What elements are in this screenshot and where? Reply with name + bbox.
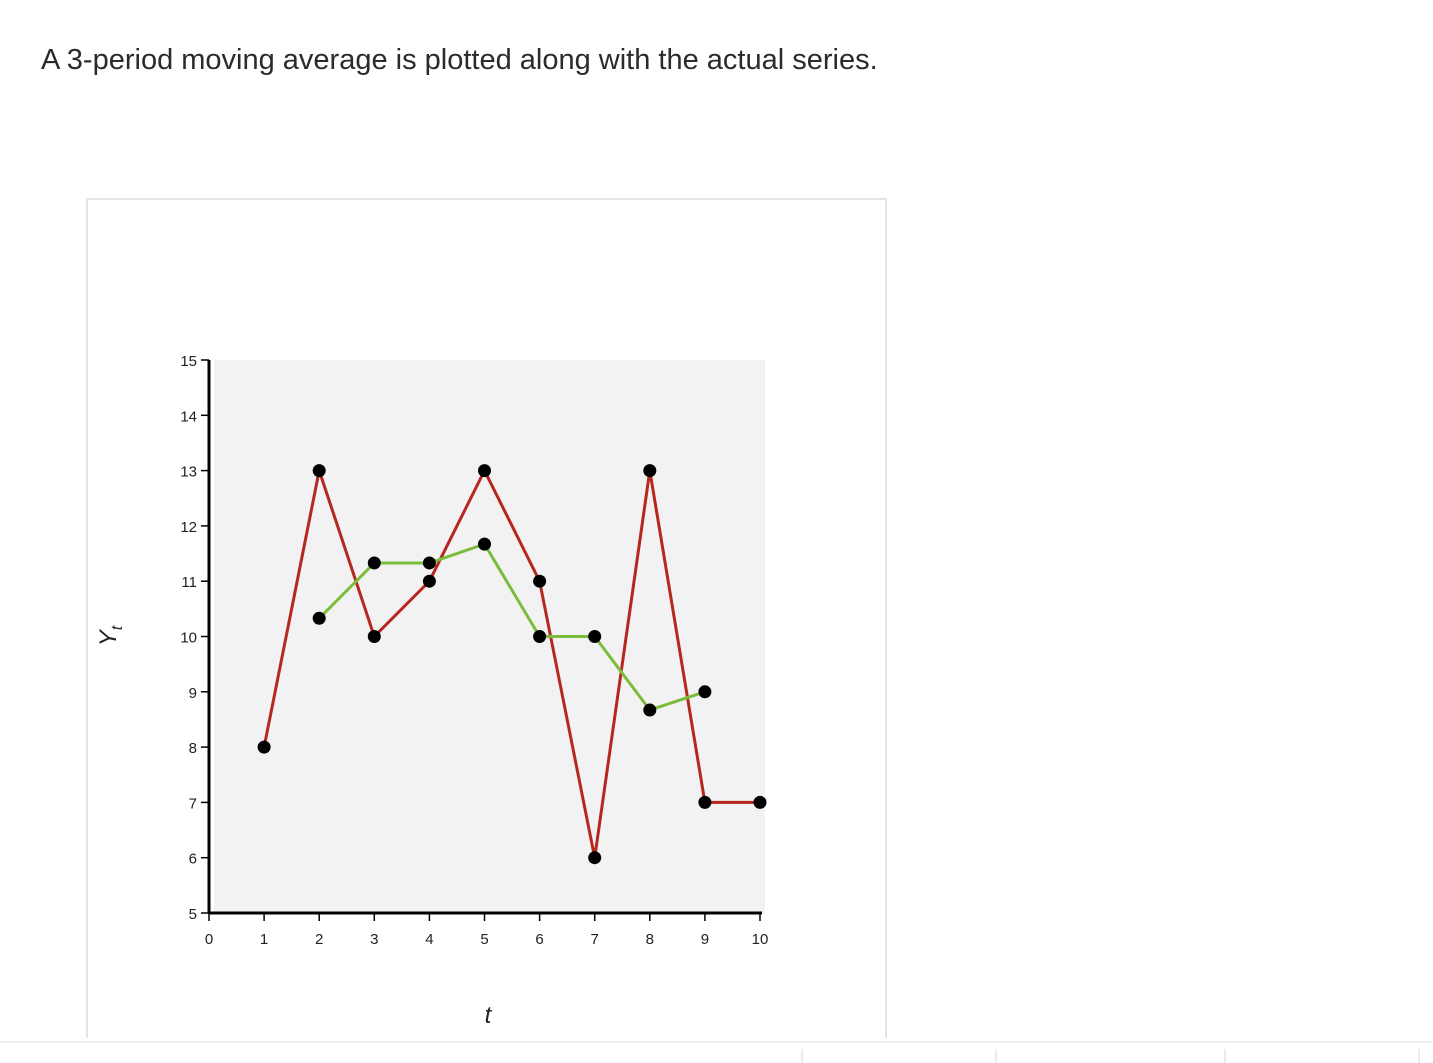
series-layer (262, 464, 760, 858)
moving_average-data-point (367, 556, 381, 570)
divider-tick (995, 1049, 997, 1063)
x-tick-label: 0 (205, 931, 213, 948)
y-tick-label: 9 (189, 685, 197, 702)
moving_average-data-point (422, 556, 436, 570)
y-axis-label: Yt (95, 625, 126, 646)
actual-data-point (533, 574, 547, 588)
y-tick-label: 12 (180, 519, 197, 536)
y-tick-label: 15 (180, 353, 197, 370)
y-tick-label: 11 (181, 574, 197, 591)
actual-data-point (643, 464, 657, 478)
bottom-divider (0, 1041, 1433, 1063)
x-tick-label: 5 (480, 931, 488, 948)
actual-data-point (257, 740, 271, 754)
actual-data-point (588, 851, 602, 865)
moving_average-data-point (588, 630, 602, 643)
y-axis-label-subscript: t (109, 625, 126, 630)
actual-data-point (478, 464, 491, 478)
point-layer (257, 464, 767, 865)
moving_average-data-point (643, 703, 657, 717)
x-tick-label: 6 (535, 931, 543, 948)
y-tick-label: 7 (189, 795, 197, 812)
divider-tick (1224, 1049, 1226, 1063)
y-tick-label: 5 (189, 906, 197, 923)
actual-data-point (422, 574, 436, 588)
moving_average-data-point (478, 537, 491, 551)
divider-tick (1418, 1049, 1420, 1063)
moving_average-data-point (698, 685, 712, 699)
actual-data-point (367, 630, 381, 643)
moving_average-series-line (318, 542, 706, 712)
actual-data-point (698, 795, 712, 809)
x-tick-label: 1 (260, 931, 268, 948)
divider-tick (801, 1049, 803, 1063)
y-tick-label: 10 (180, 630, 197, 647)
x-tick-label: 8 (646, 931, 654, 948)
actual-series-line (262, 464, 760, 858)
plot-area (214, 360, 765, 913)
moving_average-data-point (312, 611, 326, 625)
x-axis-label: t (485, 1002, 493, 1029)
y-tick-label: 6 (189, 851, 197, 868)
y-axis-label-main: Y (95, 628, 122, 646)
y-tick-label: 14 (180, 408, 197, 425)
x-tick-label: 10 (752, 931, 769, 948)
chart-frame: 5 6 7 8 9 10 11 12 13 14 15 0 1 2 3 4 5 6 7 8 9 10 t Yt (86, 198, 887, 1038)
y-axis: 5 6 7 8 9 10 11 12 13 14 15 (180, 353, 211, 923)
x-axis: 0 1 2 3 4 5 6 7 8 9 10 (205, 911, 769, 948)
y-tick-label: 8 (189, 740, 197, 757)
question-text: A 3-period moving average is plotted alo… (41, 44, 878, 76)
x-tick-label: 4 (425, 931, 433, 948)
x-tick-label: 7 (591, 931, 599, 948)
actual-data-point (753, 795, 767, 809)
y-tick-label: 13 (180, 464, 197, 481)
x-tick-label: 2 (315, 931, 323, 948)
moving_average-data-point (533, 630, 547, 643)
actual-data-point (312, 464, 326, 478)
x-tick-label: 3 (370, 931, 378, 948)
x-tick-label: 9 (701, 931, 709, 948)
